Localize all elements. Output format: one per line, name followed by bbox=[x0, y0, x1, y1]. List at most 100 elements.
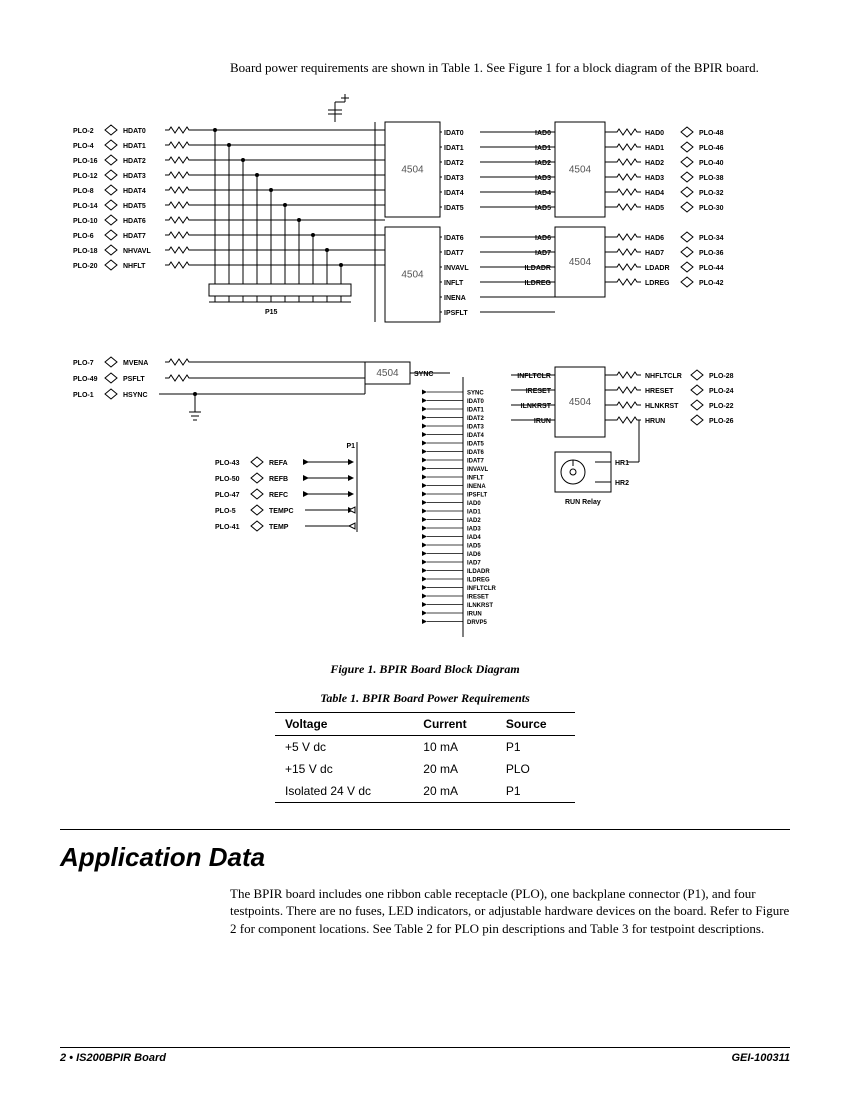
svg-text:PLO-40: PLO-40 bbox=[699, 160, 724, 167]
svg-text:IDAT5: IDAT5 bbox=[467, 441, 485, 447]
table-caption: Table 1. BPIR Board Power Requirements bbox=[60, 691, 790, 706]
svg-text:SYNC: SYNC bbox=[467, 390, 484, 396]
application-body: The BPIR board includes one ribbon cable… bbox=[230, 885, 790, 938]
svg-text:PLO-20: PLO-20 bbox=[73, 263, 98, 270]
svg-text:IDAT0: IDAT0 bbox=[467, 399, 485, 405]
table-cell: 20 mA bbox=[413, 780, 496, 803]
svg-text:HAD6: HAD6 bbox=[645, 235, 664, 242]
svg-text:IAD3: IAD3 bbox=[467, 526, 481, 532]
svg-text:HDAT6: HDAT6 bbox=[123, 218, 146, 225]
svg-text:HSYNC: HSYNC bbox=[123, 392, 148, 399]
svg-text:IDAT1: IDAT1 bbox=[467, 407, 485, 413]
svg-text:SYNC: SYNC bbox=[414, 371, 433, 378]
table-header: Voltage bbox=[275, 712, 413, 735]
svg-text:IPSFLT: IPSFLT bbox=[444, 310, 468, 317]
svg-text:INVAVL: INVAVL bbox=[467, 467, 488, 473]
block-diagram: 450445044504450445044504 PLO-2HDAT0PLO-4… bbox=[65, 92, 785, 652]
svg-text:NHFLTCLR: NHFLTCLR bbox=[645, 373, 682, 380]
svg-text:PLO-30: PLO-30 bbox=[699, 205, 724, 212]
svg-text:PLO-50: PLO-50 bbox=[215, 476, 240, 483]
svg-text:PLO-43: PLO-43 bbox=[215, 460, 240, 467]
svg-text:DRVP5: DRVP5 bbox=[467, 620, 488, 626]
svg-text:ILDREG: ILDREG bbox=[467, 577, 490, 583]
table-cell: P1 bbox=[496, 780, 575, 803]
svg-text:HAD4: HAD4 bbox=[645, 190, 664, 197]
svg-text:PLO-16: PLO-16 bbox=[73, 158, 98, 165]
svg-text:IDAT2: IDAT2 bbox=[467, 416, 485, 422]
svg-text:IAD1: IAD1 bbox=[467, 509, 481, 515]
svg-text:PLO-8: PLO-8 bbox=[73, 188, 94, 195]
svg-text:IRUN: IRUN bbox=[467, 611, 482, 617]
svg-text:PLO-38: PLO-38 bbox=[699, 175, 724, 182]
svg-text:INENA: INENA bbox=[467, 484, 486, 490]
svg-text:IDAT7: IDAT7 bbox=[467, 458, 485, 464]
svg-text:IAD7: IAD7 bbox=[535, 250, 551, 257]
svg-text:HRESET: HRESET bbox=[645, 388, 674, 395]
svg-text:IAD3: IAD3 bbox=[535, 175, 551, 182]
svg-text:PLO-48: PLO-48 bbox=[699, 130, 724, 137]
svg-text:IRESET: IRESET bbox=[467, 594, 489, 600]
svg-text:PLO-22: PLO-22 bbox=[709, 403, 734, 410]
svg-text:IDAT7: IDAT7 bbox=[444, 250, 464, 257]
svg-text:IAD0: IAD0 bbox=[535, 130, 551, 137]
svg-text:IAD1: IAD1 bbox=[535, 145, 551, 152]
svg-text:4504: 4504 bbox=[401, 269, 424, 280]
svg-text:HRUN: HRUN bbox=[645, 418, 665, 425]
table-cell: 10 mA bbox=[413, 735, 496, 758]
svg-text:LDREG: LDREG bbox=[645, 280, 670, 287]
svg-text:PLO-28: PLO-28 bbox=[709, 373, 734, 380]
svg-text:HDAT0: HDAT0 bbox=[123, 128, 146, 135]
svg-text:REFA: REFA bbox=[269, 460, 288, 467]
intro-paragraph: Board power requirements are shown in Ta… bbox=[230, 60, 790, 77]
svg-text:PLO-49: PLO-49 bbox=[73, 376, 98, 383]
svg-text:PLO-10: PLO-10 bbox=[73, 218, 98, 225]
svg-text:PLO-7: PLO-7 bbox=[73, 360, 94, 367]
footer-left: 2 • IS200BPIR Board bbox=[60, 1052, 166, 1064]
svg-text:PLO-42: PLO-42 bbox=[699, 280, 724, 287]
svg-text:IDAT4: IDAT4 bbox=[444, 190, 464, 197]
svg-text:HDAT3: HDAT3 bbox=[123, 173, 146, 180]
svg-text:4504: 4504 bbox=[569, 397, 592, 408]
svg-text:HR1: HR1 bbox=[615, 460, 629, 467]
svg-text:HDAT5: HDAT5 bbox=[123, 203, 146, 210]
table-cell: 20 mA bbox=[413, 758, 496, 780]
svg-text:NHVAVL: NHVAVL bbox=[123, 248, 151, 255]
svg-text:INFLT: INFLT bbox=[467, 475, 484, 481]
svg-text:PLO-36: PLO-36 bbox=[699, 250, 724, 257]
svg-text:PLO-1: PLO-1 bbox=[73, 392, 94, 399]
svg-text:INFLT: INFLT bbox=[444, 280, 464, 287]
table-header: Source bbox=[496, 712, 575, 735]
svg-text:HDAT4: HDAT4 bbox=[123, 188, 146, 195]
svg-text:INVAVL: INVAVL bbox=[444, 265, 469, 272]
svg-text:NHFLT: NHFLT bbox=[123, 263, 146, 270]
svg-text:PLO-26: PLO-26 bbox=[709, 418, 734, 425]
svg-text:IAD6: IAD6 bbox=[467, 552, 481, 558]
svg-text:IAD5: IAD5 bbox=[535, 205, 551, 212]
svg-text:PLO-24: PLO-24 bbox=[709, 388, 734, 395]
svg-text:ILNKRST: ILNKRST bbox=[521, 403, 552, 410]
svg-text:REFC: REFC bbox=[269, 492, 288, 499]
table-cell: +5 V dc bbox=[275, 735, 413, 758]
svg-text:INENA: INENA bbox=[444, 295, 466, 302]
table-header: Current bbox=[413, 712, 496, 735]
svg-text:HR2: HR2 bbox=[615, 480, 629, 487]
svg-text:LDADR: LDADR bbox=[645, 265, 670, 272]
svg-text:IAD4: IAD4 bbox=[535, 190, 551, 197]
svg-text:HAD7: HAD7 bbox=[645, 250, 664, 257]
svg-text:HAD2: HAD2 bbox=[645, 160, 664, 167]
svg-text:TEMP: TEMP bbox=[269, 524, 289, 531]
svg-text:HDAT1: HDAT1 bbox=[123, 143, 146, 150]
svg-text:IAD4: IAD4 bbox=[467, 535, 481, 541]
svg-text:TEMPC: TEMPC bbox=[269, 508, 294, 515]
svg-text:P15: P15 bbox=[265, 309, 278, 316]
section-title: Application Data bbox=[60, 842, 790, 873]
svg-text:IRUN: IRUN bbox=[534, 418, 551, 425]
svg-text:IDAT3: IDAT3 bbox=[467, 424, 485, 430]
svg-text:PSFLT: PSFLT bbox=[123, 376, 145, 383]
svg-text:IDAT0: IDAT0 bbox=[444, 130, 464, 137]
svg-text:HAD0: HAD0 bbox=[645, 130, 664, 137]
svg-text:IDAT6: IDAT6 bbox=[467, 450, 485, 456]
table-cell: PLO bbox=[496, 758, 575, 780]
svg-text:PLO-32: PLO-32 bbox=[699, 190, 724, 197]
svg-text:ILDREG: ILDREG bbox=[525, 280, 552, 287]
